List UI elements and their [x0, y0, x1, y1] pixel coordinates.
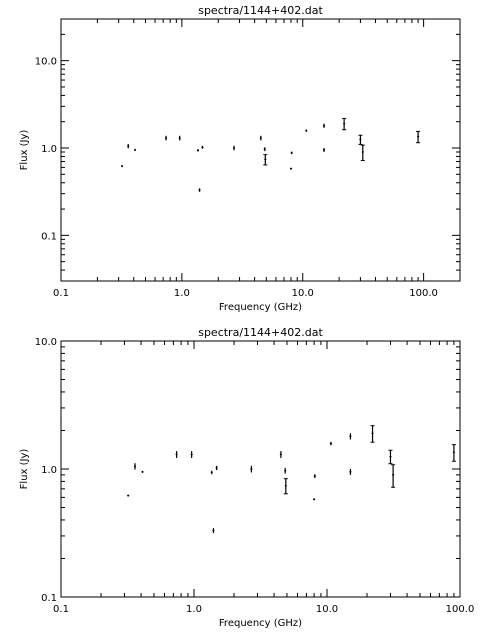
data-point — [290, 151, 293, 155]
data-point — [263, 154, 268, 166]
data-point — [370, 425, 375, 443]
y-tick-label: 1.0 — [41, 144, 57, 155]
x-tick-label: 100.0 — [446, 604, 475, 615]
data-point — [388, 449, 393, 465]
data-point — [178, 135, 181, 141]
x-tick-label: 100.0 — [409, 288, 438, 299]
data-point — [342, 117, 347, 131]
data-point — [323, 148, 326, 152]
x-tick-label: 0.1 — [53, 288, 69, 299]
data-point — [349, 469, 352, 475]
x-tick-label: 1.0 — [186, 604, 202, 615]
data-point — [259, 135, 262, 141]
x-tick-label: 0.1 — [53, 604, 69, 615]
x-tick-label: 1.0 — [174, 288, 190, 299]
data-point — [360, 144, 365, 161]
x-axis-label: Frequency (GHz) — [219, 618, 302, 629]
data-point — [141, 470, 144, 473]
data-point — [215, 465, 218, 471]
data-point — [263, 147, 266, 152]
data-point — [358, 134, 363, 145]
data-point — [250, 465, 253, 473]
data-point — [305, 129, 308, 132]
x-tick-label: 10.0 — [292, 288, 314, 299]
x-axis-label: Frequency (GHz) — [219, 302, 302, 313]
data-point — [127, 494, 130, 497]
data-point — [313, 498, 316, 501]
data-point — [283, 478, 288, 495]
data-point — [165, 135, 168, 141]
y-tick-label: 0.1 — [41, 593, 57, 604]
y-tick-label: 1.0 — [41, 465, 57, 476]
data-point — [210, 470, 213, 475]
data-point — [121, 165, 124, 168]
y-axis-label: Flux (Jy) — [19, 449, 30, 490]
data-point — [323, 123, 326, 128]
y-tick-label: 10.0 — [35, 337, 57, 348]
data-point — [212, 528, 215, 534]
data-point — [451, 444, 456, 462]
chart-title: spectra/1144+402.dat — [198, 326, 323, 339]
data-point — [201, 145, 204, 149]
data-point — [391, 464, 396, 488]
x-tick-label: 10.0 — [316, 604, 338, 615]
data-point — [349, 433, 352, 440]
data-point — [290, 167, 293, 170]
data-point — [329, 441, 332, 446]
data-point — [233, 145, 236, 151]
data-point — [127, 144, 130, 149]
data-point — [133, 463, 136, 470]
plot-frame — [60, 340, 461, 598]
data-point — [313, 474, 316, 479]
chart-panel-top: spectra/1144+402.dat 0.1 1.0 10.0 100.0 0.1 1.… — [19, 4, 461, 313]
y-tick-label: 10.0 — [35, 57, 57, 68]
data-point — [416, 130, 421, 144]
data-point — [198, 188, 201, 192]
data-point — [284, 467, 287, 474]
plot-frame — [60, 18, 461, 282]
chart-panel-bottom: spectra/1144+402.dat 0.1 1.0 10.0 100.0 0.1 1.… — [19, 326, 474, 629]
chart-title: spectra/1144+402.dat — [198, 4, 323, 17]
y-axis-label: Flux (Jy) — [19, 130, 30, 171]
y-tick-label: 0.1 — [41, 231, 57, 242]
data-point — [197, 149, 200, 152]
data-point — [279, 451, 282, 458]
data-point — [175, 451, 178, 458]
data-point — [134, 148, 137, 151]
data-point — [190, 451, 193, 458]
